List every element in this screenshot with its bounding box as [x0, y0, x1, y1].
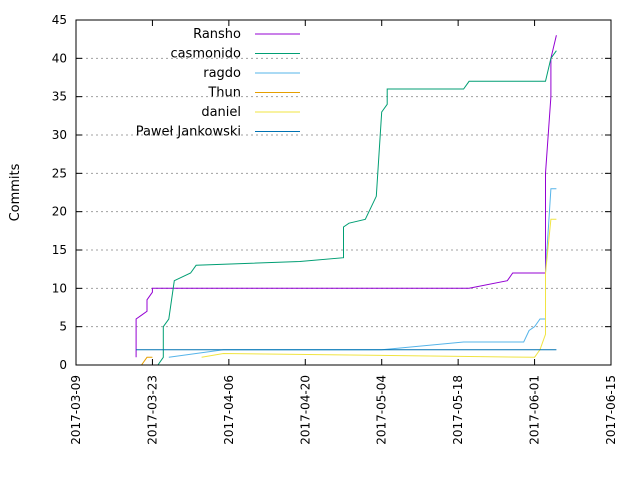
y-axis-label: Commits — [8, 163, 23, 221]
y-tick-label: 35 — [52, 90, 67, 104]
series-line-2 — [168, 188, 557, 358]
legend-label-2: ragdo — [203, 66, 241, 81]
x-tick-label: 2017-06-15 — [604, 375, 618, 445]
plot-border — [75, 19, 612, 366]
legend: Ransho casmonido ragdo Thun daniel Paweł Jank… — [136, 27, 300, 140]
x-tick-label: 2017-05-04 — [375, 375, 389, 445]
axis-ticks: 0 5 10 15 20 25 30 35 40 45 2017-03-09 2017-03-23 20… — [52, 13, 618, 445]
y-tick-label: 20 — [52, 205, 67, 219]
series-line-1 — [157, 50, 557, 366]
y-tick-label: 30 — [52, 128, 67, 142]
series-line-3 — [141, 356, 153, 366]
legend-label-1: casmonido — [170, 47, 241, 62]
x-tick-label: 2017-03-09 — [69, 375, 83, 445]
y-tick-label: 15 — [52, 243, 67, 257]
legend-label-3: Thun — [207, 86, 241, 101]
x-tick-label: 2017-05-18 — [451, 375, 465, 445]
series-line-4 — [201, 218, 557, 358]
y-tick-label: 5 — [59, 320, 67, 334]
y-tick-label: 10 — [52, 281, 67, 295]
legend-label-0: Ransho — [193, 27, 241, 42]
legend-label-4: daniel — [201, 105, 241, 120]
series-lines — [135, 35, 557, 366]
x-tick-label: 2017-04-20 — [298, 375, 312, 445]
x-tick-label: 2017-03-23 — [145, 375, 159, 445]
x-tick-label: 2017-06-01 — [528, 375, 542, 445]
y-tick-label: 40 — [52, 51, 67, 65]
x-tick-label: 2017-04-06 — [222, 375, 236, 445]
y-tick-label: 25 — [52, 166, 67, 180]
y-tick-label: 45 — [52, 13, 67, 27]
y-tick-label: 0 — [59, 358, 67, 372]
grid-lines — [76, 57, 611, 328]
legend-label-5: Paweł Jankowski — [136, 125, 241, 140]
series-line-0 — [135, 35, 557, 358]
